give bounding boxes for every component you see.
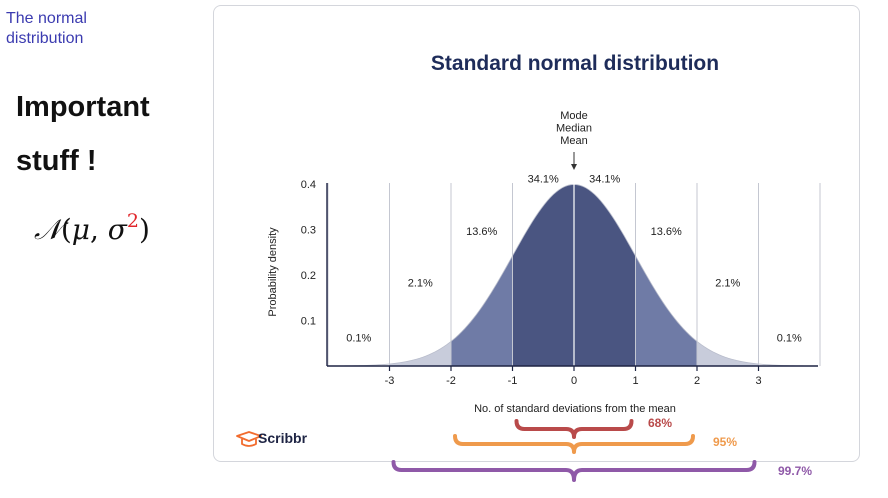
graduation-cap-icon <box>236 431 262 447</box>
formula-script-n: 𝒩 <box>34 213 61 246</box>
slide-label-line: The normal distribution <box>6 10 87 47</box>
x-tick-label: 0 <box>571 375 577 387</box>
x-tick-label: -2 <box>446 375 456 387</box>
formula-close-paren: ) <box>139 213 150 246</box>
annotation-median: Median <box>556 123 592 135</box>
formula-comma: , <box>89 213 108 246</box>
coverage-braces: 68% 95% 99.7% <box>391 416 812 482</box>
x-tick-label: 2 <box>694 375 700 387</box>
coverage-brace-2 <box>453 434 695 454</box>
formula-mu: μ <box>71 213 90 246</box>
x-tick-label: -3 <box>385 375 395 387</box>
coverage-label-1: 68% <box>648 416 672 430</box>
x-axis-label: No. of standard deviations from the mean <box>474 403 676 415</box>
coverage-brace-1 <box>514 419 634 439</box>
coverage-brace-3 <box>391 460 757 482</box>
curve-region-5 <box>574 184 636 366</box>
curve-regions <box>337 184 811 367</box>
y-tick-label: 0.1 <box>301 316 316 328</box>
annotation-mean: Mean <box>560 135 588 147</box>
scribbr-logo: Scribbr <box>236 430 308 447</box>
slide-headline: Important stuff ! <box>16 80 206 188</box>
region-label-3: 13.6% <box>466 226 497 238</box>
region-label-5: 34.1% <box>589 174 620 186</box>
y-axis-label: Probability density <box>267 227 279 317</box>
region-label-6: 13.6% <box>651 226 682 238</box>
chart-axes: -3 -2 -1 0 1 2 3 0.1 0.2 0.3 0.4 <box>301 179 818 387</box>
chart-title: Standard normal distribution <box>431 52 719 75</box>
x-tick-label: 1 <box>632 375 638 387</box>
slide-label: The normal distribution <box>6 9 146 49</box>
region-divider-lines <box>327 183 821 366</box>
annotation-mode: Mode <box>560 110 588 122</box>
headline-line-1: Important <box>16 91 150 123</box>
normal-notation-formula: 𝒩(μ, σ2) <box>34 210 150 247</box>
x-tick-label: -1 <box>508 375 518 387</box>
x-tick-label: 3 <box>755 375 761 387</box>
curve-region-2 <box>389 341 451 366</box>
region-label-1: 0.1% <box>346 332 371 344</box>
formula-exponent: 2 <box>126 210 139 232</box>
formula-open-paren: ( <box>60 213 72 246</box>
region-label-4: 34.1% <box>528 174 559 186</box>
y-tick-label: 0.4 <box>301 179 316 191</box>
logo-text: Scribbr <box>258 430 308 446</box>
annotation-arrow-head <box>571 164 577 170</box>
curve-region-7 <box>697 341 759 366</box>
formula-sigma: σ <box>107 213 127 246</box>
region-label-8: 0.1% <box>777 332 802 344</box>
region-label-7: 2.1% <box>715 278 740 290</box>
coverage-label-3: 99.7% <box>778 464 812 478</box>
y-tick-label: 0.3 <box>301 225 316 237</box>
headline-line-2: stuff ! <box>16 145 97 177</box>
y-tick-label: 0.2 <box>301 270 316 282</box>
coverage-label-2: 95% <box>713 435 737 449</box>
region-percent-labels: 0.1% 2.1% 13.6% 34.1% 34.1% 13.6% 2.1% 0.1% <box>346 174 802 345</box>
region-label-2: 2.1% <box>408 278 433 290</box>
curve-region-4 <box>512 184 574 366</box>
